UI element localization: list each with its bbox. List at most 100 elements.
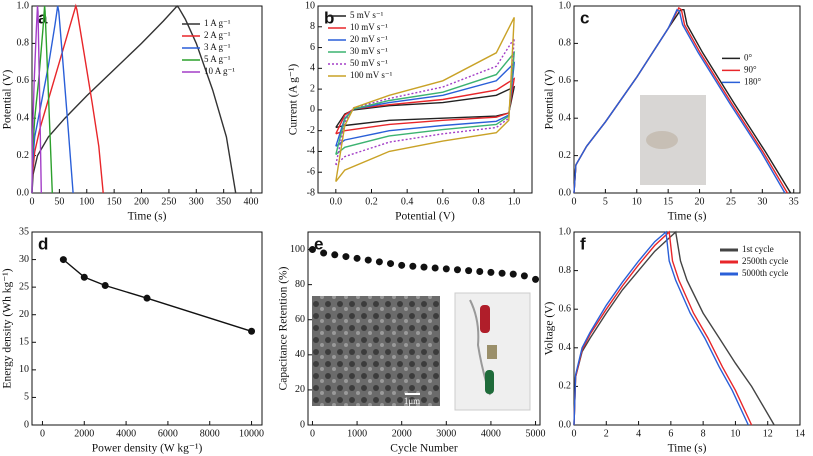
series-line xyxy=(62,259,252,332)
x-tick-label: 150 xyxy=(107,196,122,207)
legend-label: 5 mV s⁻¹ xyxy=(350,10,384,20)
legend-label: 20 mV s⁻¹ xyxy=(350,34,388,44)
y-tick-label: 0.2 xyxy=(559,381,572,392)
panel: 0 50 100 150 200 250 300 350 400 0.0 0.2 0.4 0.6 0.8 1… xyxy=(2,0,263,223)
panel: 0 2000 4000 6000 8000 10000 0 5 10 15 20 25 30 35 Powe… xyxy=(2,226,264,454)
plot-frame xyxy=(573,5,801,194)
series-line xyxy=(573,230,753,426)
legend-label: 90° xyxy=(744,64,757,74)
panel-label: c xyxy=(580,8,589,27)
series-line xyxy=(31,5,42,194)
panel-label: d xyxy=(38,234,48,253)
series-line xyxy=(31,3,104,194)
x-tick-label: 1.0 xyxy=(508,196,521,207)
y-tick-label: 1.0 xyxy=(559,0,572,11)
x-tick-label: 25 xyxy=(726,196,736,207)
y-tick-label: 0.2 xyxy=(559,150,572,161)
y-tick-label: 10 xyxy=(305,0,315,11)
panel-label: b xyxy=(324,8,334,27)
legend-label: 0° xyxy=(744,52,753,62)
panel-label: f xyxy=(580,234,586,253)
marker xyxy=(375,258,383,266)
marker xyxy=(342,253,350,261)
y-tick-label: 0.4 xyxy=(559,342,572,353)
x-axis-label: Cycle Number xyxy=(390,443,458,455)
x-tick-label: 3000 xyxy=(436,428,456,439)
legend-label: 1st cycle xyxy=(742,244,774,254)
x-tick-label: 0 xyxy=(30,196,35,207)
x-tick-label: 4000 xyxy=(481,428,501,439)
x-tick-label: 6000 xyxy=(158,428,178,439)
marker xyxy=(487,268,495,276)
x-tick-label: 0.8 xyxy=(472,196,485,207)
marker xyxy=(248,327,256,335)
sem-texture xyxy=(312,296,440,406)
x-tick-label: 250 xyxy=(161,196,176,207)
y-tick-label: 10 xyxy=(19,364,29,375)
x-tick-label: 8000 xyxy=(200,428,220,439)
y-tick-label: 20 xyxy=(19,309,29,320)
y-tick-label: 0.8 xyxy=(559,265,572,276)
y-tick-label: 0.8 xyxy=(17,38,30,49)
x-tick-label: 0 xyxy=(572,196,577,207)
x-tick-label: 0 xyxy=(310,428,315,439)
marker xyxy=(398,261,406,269)
series-line xyxy=(573,230,749,426)
x-tick-label: 50 xyxy=(54,196,64,207)
legend-label: 30 mV s⁻¹ xyxy=(350,46,388,56)
plot-frame xyxy=(573,231,801,426)
panel: 0.0 0.2 0.4 0.6 0.8 1.0 -8 -6 -4 -2 0 2 4 6 8 10 Potenti… xyxy=(288,0,533,223)
y-tick-label: 0.8 xyxy=(559,38,572,49)
y-axis-label: Potential (V) xyxy=(2,69,14,129)
scale-label: 1μm xyxy=(404,396,420,406)
x-tick-label: 10000 xyxy=(239,428,264,439)
y-tick-label: 0.0 xyxy=(17,187,30,198)
inset-e xyxy=(312,292,531,411)
legend-label: 5 A g⁻¹ xyxy=(204,54,231,64)
marker xyxy=(101,281,109,289)
marker xyxy=(509,270,517,278)
y-tick-label: 40 xyxy=(295,349,305,360)
x-tick-label: 0.4 xyxy=(401,196,414,207)
x-tick-label: 100 xyxy=(79,196,94,207)
y-tick-label: 20 xyxy=(295,384,305,395)
x-tick-label: 2000 xyxy=(74,428,94,439)
y-tick-label: -8 xyxy=(307,187,315,198)
x-tick-label: 300 xyxy=(189,196,204,207)
x-axis-label: Potential (V) xyxy=(395,211,455,223)
marker xyxy=(80,273,88,281)
x-tick-label: 10 xyxy=(632,196,642,207)
x-tick-label: 0 xyxy=(40,428,45,439)
legend-label: 2 A g⁻¹ xyxy=(204,30,231,40)
y-tick-label: 5 xyxy=(24,392,29,403)
x-axis-label: Power density (W kg⁻¹) xyxy=(92,443,203,455)
series-line xyxy=(573,8,786,194)
legend-label: 5000th cycle xyxy=(742,268,788,278)
panel: 0 5 10 15 20 25 30 35 0.0 0.2 0.4 0.6 0.8 1.0 Time (s)… xyxy=(544,0,801,223)
device xyxy=(487,345,497,359)
x-tick-label: 0.0 xyxy=(330,196,343,207)
y-tick-label: 0 xyxy=(310,104,315,115)
y-axis-label: Voltage (V) xyxy=(544,301,556,355)
x-tick-label: 35 xyxy=(789,196,799,207)
legend-label: 50 mV s⁻¹ xyxy=(350,58,388,68)
x-tick-label: 8 xyxy=(701,428,706,439)
y-tick-label: 4 xyxy=(310,63,315,74)
y-tick-label: 6 xyxy=(310,42,315,53)
marker xyxy=(532,275,540,283)
x-tick-label: 200 xyxy=(134,196,149,207)
inset-c xyxy=(640,95,706,185)
x-tick-label: 15 xyxy=(663,196,673,207)
y-tick-label: 1.0 xyxy=(559,226,572,237)
green-clip xyxy=(485,370,494,394)
x-tick-label: 4 xyxy=(636,428,641,439)
legend-label: 100 mV s⁻¹ xyxy=(350,70,393,80)
marker xyxy=(320,249,328,257)
y-tick-label: 0.4 xyxy=(17,112,30,123)
x-tick-label: 12 xyxy=(763,428,773,439)
y-tick-label: 0 xyxy=(300,419,305,430)
series-line xyxy=(31,5,74,194)
series-line xyxy=(31,5,53,194)
y-tick-label: -6 xyxy=(307,167,315,178)
